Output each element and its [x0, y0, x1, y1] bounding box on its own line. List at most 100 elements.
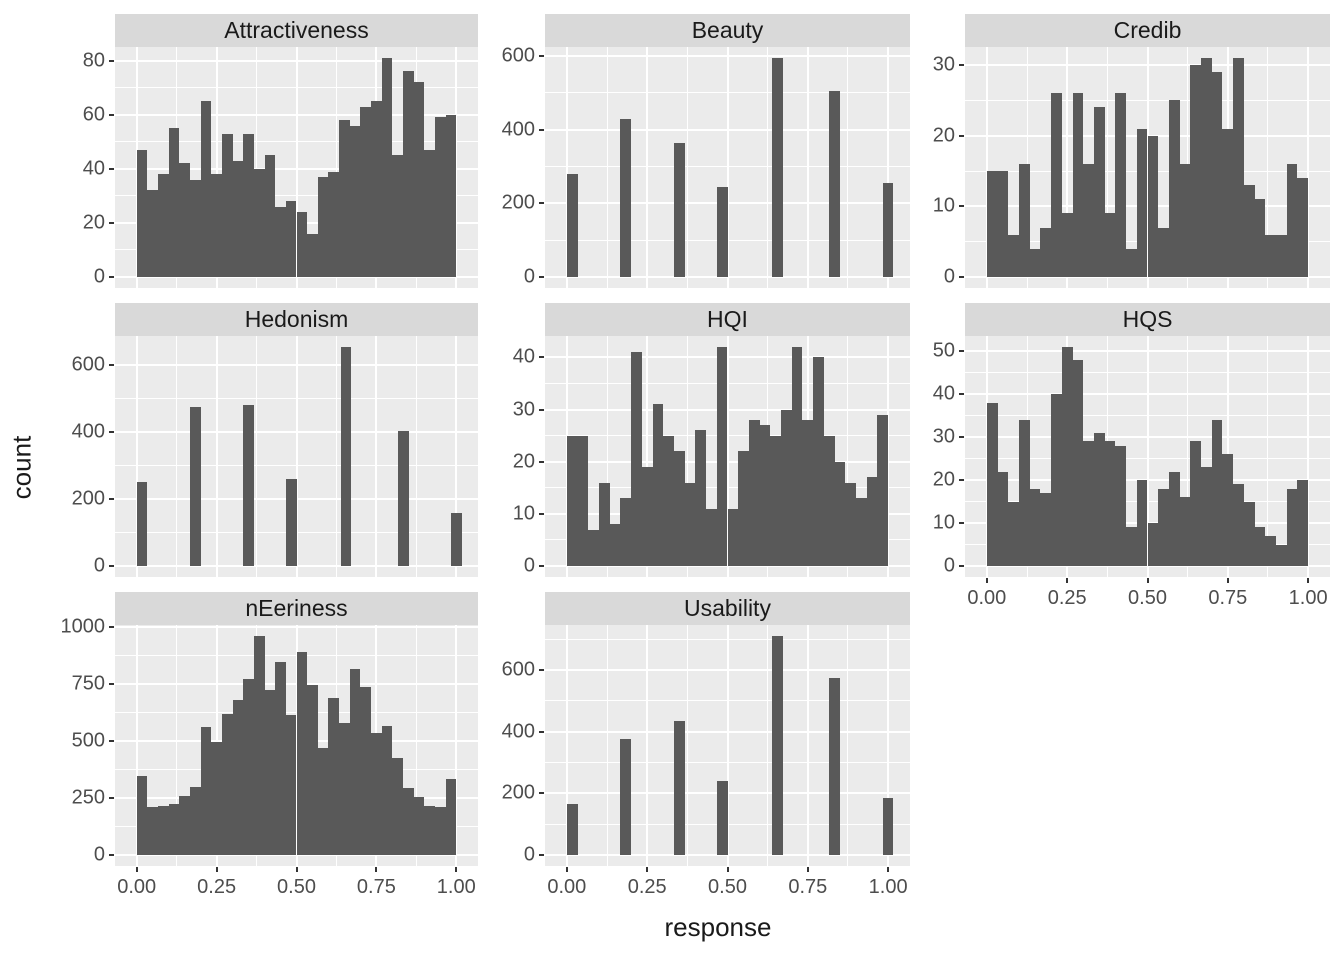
y-tick-mark — [109, 796, 114, 799]
histogram-bar — [189, 407, 201, 567]
x-tick-mark — [295, 867, 298, 872]
y-tick-mark — [959, 205, 964, 208]
histogram-bar — [1061, 346, 1073, 567]
x-minor-gridline — [686, 625, 688, 866]
y-tick-mark — [109, 682, 114, 685]
facet-panel — [545, 625, 910, 866]
histogram-bar — [349, 125, 361, 278]
x-major-gridline — [215, 336, 218, 577]
y-tick-mark — [109, 431, 114, 434]
x-major-gridline — [1307, 336, 1310, 577]
histogram-bar — [1158, 488, 1169, 567]
histogram-bar — [566, 435, 578, 567]
facet-panel — [115, 625, 478, 866]
x-major-gridline — [887, 47, 890, 288]
histogram-bar — [381, 57, 393, 278]
y-tick-label: 1000 — [60, 615, 106, 638]
histogram-bar — [663, 435, 674, 567]
x-tick-label: 1.00 — [436, 876, 476, 898]
histogram-bar — [1072, 359, 1084, 567]
histogram-bar — [598, 482, 610, 567]
histogram-bar — [652, 404, 664, 567]
x-minor-gridline — [1267, 336, 1269, 577]
y-tick-mark — [539, 276, 544, 279]
histogram-bar — [620, 118, 631, 278]
histogram-bar — [1254, 527, 1266, 567]
x-tick-mark — [646, 867, 649, 872]
y-tick-mark — [539, 128, 544, 131]
histogram-bar — [1083, 441, 1094, 567]
histogram-bar — [1051, 394, 1062, 567]
facet-strip: Beauty — [545, 14, 910, 47]
histogram-bar — [1297, 178, 1309, 278]
histogram-bar — [1190, 441, 1202, 567]
histogram-bar — [403, 787, 414, 856]
y-axis-title: count — [6, 435, 37, 500]
histogram-bar — [1286, 488, 1298, 567]
histogram-bar — [1179, 497, 1191, 567]
y-tick-mark — [959, 522, 964, 525]
histogram-bar — [856, 498, 867, 567]
y-tick-mark — [109, 59, 114, 62]
y-tick-label: 400 — [501, 118, 535, 141]
x-tick-label: 0.25 — [1047, 587, 1087, 609]
histogram-bar — [296, 651, 308, 856]
histogram-bar — [450, 512, 462, 567]
y-tick-label: 500 — [71, 729, 105, 752]
histogram-bar — [1029, 488, 1041, 567]
x-major-gridline — [295, 47, 298, 288]
histogram-bar — [136, 482, 148, 567]
histogram-bar — [695, 430, 707, 567]
y-tick-label: 200 — [501, 191, 535, 214]
histogram-bar — [296, 212, 308, 278]
histogram-bar — [631, 352, 642, 567]
facet-strip: Credib — [965, 14, 1330, 47]
histogram-bar — [1008, 501, 1019, 567]
x-minor-gridline — [767, 625, 769, 866]
histogram-bar — [371, 101, 382, 278]
x-minor-gridline — [256, 47, 258, 288]
y-tick-mark — [539, 512, 544, 515]
histogram-bar — [882, 797, 894, 856]
histogram-bar — [1126, 527, 1137, 567]
histogram-bar — [285, 714, 297, 856]
histogram-bar — [1233, 484, 1244, 567]
x-minor-gridline — [1267, 47, 1269, 288]
histogram-bar — [381, 726, 393, 856]
facet-panel — [965, 47, 1330, 288]
y-tick-mark — [539, 202, 544, 205]
histogram-bar — [1136, 480, 1148, 567]
y-tick-label: 40 — [932, 382, 955, 405]
histogram-bar — [275, 662, 286, 856]
x-tick-mark — [1307, 578, 1310, 583]
histogram-bar — [1254, 199, 1266, 278]
facet-title: Usability — [684, 595, 771, 621]
histogram-bar — [211, 174, 222, 278]
x-major-gridline — [455, 336, 458, 577]
x-tick-mark — [1066, 578, 1069, 583]
y-tick-label: 10 — [932, 511, 955, 534]
x-major-gridline — [135, 336, 138, 577]
x-tick-mark — [806, 867, 809, 872]
histogram-bar — [232, 699, 244, 856]
y-tick-mark — [539, 854, 544, 857]
histogram-bar — [317, 176, 329, 278]
histogram-bar — [1115, 93, 1127, 278]
histogram-bar — [1222, 454, 1234, 567]
histogram-bar — [620, 498, 632, 567]
x-minor-gridline — [256, 336, 258, 577]
facet-title: Beauty — [691, 17, 764, 43]
histogram-bar — [179, 795, 190, 856]
histogram-bar — [392, 758, 403, 856]
y-tick-label: 30 — [512, 398, 535, 421]
x-tick-label: 0.50 — [277, 876, 316, 898]
y-tick-mark — [109, 739, 114, 742]
histogram-bar — [1040, 227, 1052, 278]
histogram-bar — [211, 742, 222, 856]
histogram-bar — [1093, 107, 1105, 278]
histogram-bar — [136, 149, 148, 278]
histogram-bar — [1168, 471, 1180, 567]
histogram-bar — [147, 190, 159, 278]
facet-title: Hedonism — [244, 306, 349, 332]
histogram-bar — [403, 71, 414, 278]
